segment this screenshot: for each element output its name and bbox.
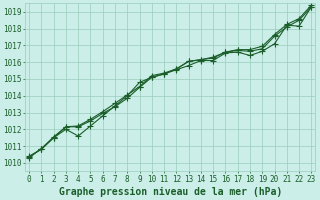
X-axis label: Graphe pression niveau de la mer (hPa): Graphe pression niveau de la mer (hPa) [59,186,282,197]
